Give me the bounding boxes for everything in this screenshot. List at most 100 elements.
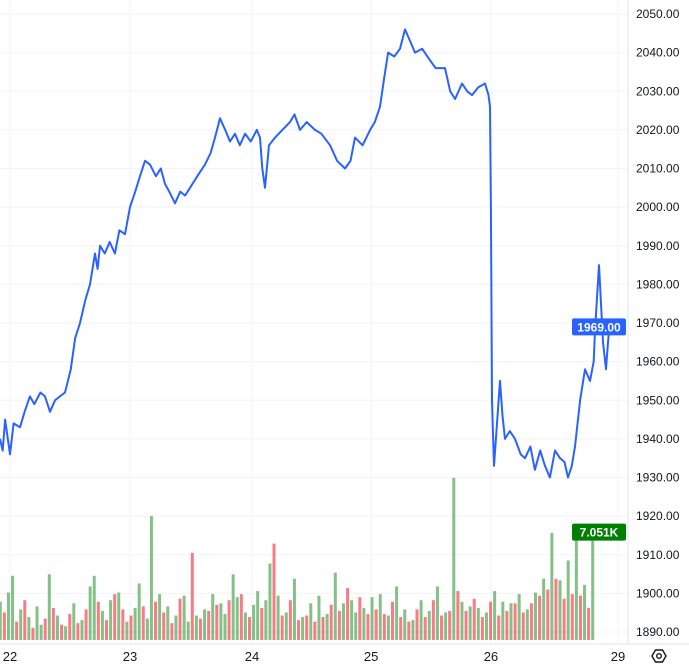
volume-bar (546, 589, 550, 640)
y-tick-label: 2000.00 (636, 200, 680, 214)
volume-bar (358, 597, 362, 640)
volume-bar (440, 615, 444, 640)
volume-bar (427, 610, 431, 640)
x-tick-label: 24 (245, 649, 259, 664)
volume-bar (374, 609, 378, 640)
volume-bar (288, 600, 292, 640)
y-tick-label: 1970.00 (636, 316, 680, 330)
volume-bar (31, 627, 35, 640)
volume-bar (325, 613, 329, 640)
x-tick-label: 26 (484, 649, 498, 664)
volume-bar (415, 609, 419, 640)
volume-bar (243, 612, 247, 640)
volume-bar (484, 612, 488, 640)
y-tick-label: 1950.00 (636, 393, 680, 407)
volume-bar (6, 592, 10, 640)
volume-bar (27, 617, 31, 640)
volume-bar (23, 600, 27, 640)
volume-bar (203, 609, 207, 640)
volume-bar (341, 603, 345, 640)
gear-icon[interactable] (651, 649, 667, 663)
volume-bar (207, 610, 211, 640)
volume-bar (538, 595, 542, 640)
volume-bar (174, 615, 178, 640)
volume-bar (158, 594, 162, 640)
volume-bar (272, 543, 276, 640)
volume-bar (11, 575, 15, 640)
volume-bar (460, 601, 464, 640)
volume-bar (329, 604, 333, 640)
volume-bar (313, 621, 317, 640)
last-price-badge: 1969.00 (572, 318, 626, 336)
y-tick-label: 2030.00 (636, 84, 680, 98)
volume-bar (154, 601, 158, 640)
volume-bar (472, 598, 476, 640)
volume-bar (370, 597, 374, 640)
volume-bar (431, 600, 435, 640)
volume-bar (39, 624, 43, 640)
volume-bar (386, 615, 390, 640)
volume-bar (395, 586, 399, 640)
volume-bar (480, 617, 484, 640)
volume-bar (60, 624, 64, 640)
volume-bar (309, 603, 313, 640)
y-tick-label: 1910.00 (636, 548, 680, 562)
volume-bar (182, 595, 186, 640)
volume-bar (542, 578, 546, 640)
volume-bar (84, 609, 88, 640)
volume-bar (333, 572, 337, 640)
y-tick-label: 2040.00 (636, 46, 680, 60)
volume-bar (403, 609, 407, 640)
y-tick-label: 1980.00 (636, 277, 680, 291)
volume-bar (43, 618, 47, 640)
volume-bar (525, 609, 529, 640)
volume-bar (591, 531, 595, 640)
y-tick-label: 1940.00 (636, 432, 680, 446)
x-tick-label: 29 (611, 649, 625, 664)
volume-bar (489, 601, 493, 640)
volume-bar (268, 563, 272, 640)
volume-bar (456, 591, 460, 640)
volume-bar (227, 600, 231, 640)
volume-bar (121, 609, 125, 640)
volume-bar (137, 583, 141, 640)
grid (0, 0, 628, 644)
y-tick-label: 1900.00 (636, 586, 680, 600)
volume-bar (235, 597, 239, 640)
volume-bar (534, 592, 538, 640)
volume-bars (0, 477, 595, 640)
volume-bar (64, 626, 68, 640)
volume-bar (570, 594, 574, 640)
volume-bar (284, 612, 288, 640)
volume-bar (501, 601, 505, 640)
volume-bar (566, 560, 570, 640)
volume-bar (280, 615, 284, 640)
volume-bar (47, 574, 51, 640)
volume-bar (260, 607, 264, 640)
volume-bar (211, 594, 215, 640)
volume-bar (125, 621, 129, 640)
volume-bar (382, 613, 386, 640)
volume-bar (194, 615, 198, 640)
volume-bar (215, 604, 219, 640)
volume-bar (399, 617, 403, 640)
volume-bar (362, 607, 366, 640)
volume-bar (55, 615, 59, 640)
volume-bar (448, 610, 452, 640)
price-axis[interactable]: 2050.00 2040.00 2030.00 2020.00 2010.00 2000.… (636, 7, 680, 639)
time-axis[interactable]: 22 23 24 25 26 29 (3, 649, 625, 664)
volume-bar (223, 613, 227, 640)
volume-bar (521, 612, 525, 640)
volume-bar (435, 586, 439, 640)
volume-bar (2, 612, 6, 640)
y-tick-label: 1920.00 (636, 509, 680, 523)
volume-bar (162, 612, 166, 640)
volume-bar (550, 532, 554, 640)
volume-bar (292, 578, 296, 640)
volume-bar (476, 607, 480, 640)
volume-bar (80, 620, 84, 640)
volume-bar (170, 623, 174, 640)
volume-bar (452, 477, 456, 640)
volume-bar (198, 618, 202, 640)
